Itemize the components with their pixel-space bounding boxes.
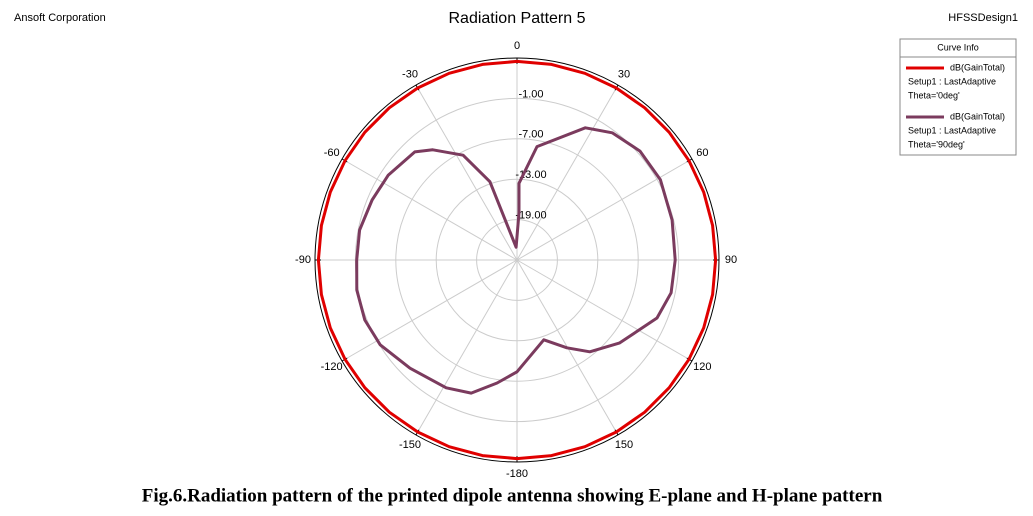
- legend-setup: Setup1 : LastAdaptive: [908, 125, 996, 135]
- chart-title: Radiation Pattern 5: [449, 10, 586, 27]
- figure-caption: Fig.6.Radiation pattern of the printed d…: [142, 485, 883, 506]
- r-tick-label: -19.00: [515, 210, 546, 222]
- grid-spoke: [516, 84, 619, 261]
- grid-spoke: [516, 158, 693, 261]
- angle-tick-label: -180: [506, 468, 528, 480]
- legend-label: dB(GainTotal): [950, 111, 1005, 121]
- grid-spoke: [415, 259, 518, 436]
- angle-tick-label: 30: [618, 69, 630, 81]
- grid-spoke: [516, 259, 693, 362]
- legend-setup: Setup1 : LastAdaptive: [908, 76, 996, 86]
- pattern-curve: [355, 126, 677, 395]
- angle-tick-label: 90: [725, 254, 737, 266]
- angle-tick-label: 120: [693, 361, 711, 373]
- legend-title: Curve Info: [937, 42, 979, 52]
- grid-ring: [435, 178, 599, 342]
- angle-tick-label: -120: [321, 361, 343, 373]
- legend-box: [899, 38, 1017, 156]
- angle-tick-label: -30: [402, 69, 418, 81]
- angle-tick-label: -90: [295, 254, 311, 266]
- angle-tick-label: 150: [615, 439, 633, 451]
- legend-condition: Theta='0deg': [908, 90, 960, 100]
- legend-label: dB(GainTotal): [950, 62, 1005, 72]
- grid-ring: [395, 138, 639, 382]
- r-tick-label: -7.00: [518, 129, 543, 141]
- angle-tick-label: -60: [324, 147, 340, 159]
- company-label: Ansoft Corporation: [14, 12, 106, 24]
- angle-tick-label: -150: [399, 439, 421, 451]
- angle-tick-label: 60: [696, 147, 708, 159]
- grid-spoke: [341, 158, 518, 261]
- design-label: HFSSDesign1: [948, 12, 1018, 24]
- outer-ring: [314, 57, 720, 463]
- legend-condition: Theta='90deg': [908, 139, 965, 149]
- grid-spoke: [341, 259, 518, 362]
- grid-spoke: [415, 84, 518, 261]
- r-tick-label: -1.00: [518, 88, 543, 100]
- angle-tick-label: 0: [514, 40, 520, 52]
- pattern-curve: [316, 59, 718, 461]
